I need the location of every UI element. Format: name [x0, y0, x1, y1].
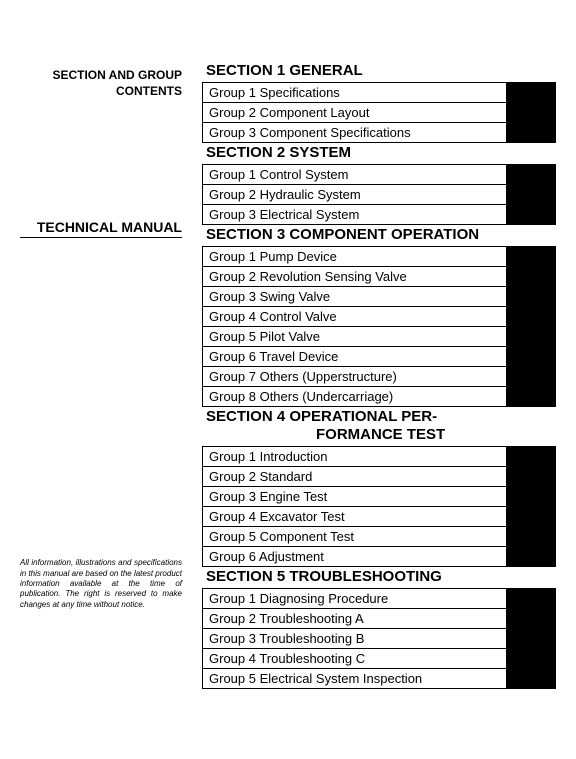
group-label: Group 1 Introduction [203, 447, 507, 466]
section-block: SECTION 1 GENERALGroup 1 SpecificationsG… [202, 60, 556, 143]
group-row: Group 7 Others (Upperstructure) [202, 366, 556, 387]
group-row: Group 3 Troubleshooting B [202, 628, 556, 649]
page-ref-block [507, 367, 555, 386]
group-row: Group 5 Pilot Valve [202, 326, 556, 347]
right-column: SECTION 1 GENERALGroup 1 SpecificationsG… [202, 60, 556, 688]
group-row: Group 5 Component Test [202, 526, 556, 547]
page-ref-block [507, 347, 555, 366]
page-ref-block [507, 287, 555, 306]
section-block: SECTION 3 COMPONENT OPERATIONGroup 1 Pum… [202, 224, 556, 407]
section-block: SECTION 5 TROUBLESHOOTINGGroup 1 Diagnos… [202, 566, 556, 689]
group-label: Group 2 Troubleshooting A [203, 609, 507, 628]
page-ref-block [507, 307, 555, 326]
heading-line1: SECTION AND GROUP [52, 68, 182, 82]
page-ref-block [507, 669, 555, 688]
page-ref-block [507, 487, 555, 506]
group-label: Group 6 Adjustment [203, 547, 507, 566]
group-row: Group 1 Control System [202, 164, 556, 185]
group-label: Group 6 Travel Device [203, 347, 507, 366]
page-ref-block [507, 247, 555, 266]
group-row: Group 3 Engine Test [202, 486, 556, 507]
group-row: Group 2 Component Layout [202, 102, 556, 123]
group-row: Group 2 Standard [202, 466, 556, 487]
page-ref-block [507, 327, 555, 346]
group-label: Group 3 Swing Valve [203, 287, 507, 306]
group-label: Group 3 Electrical System [203, 205, 507, 224]
page-ref-block [507, 103, 555, 122]
page-ref-block [507, 649, 555, 668]
group-label: Group 1 Specifications [203, 83, 507, 102]
group-row: Group 4 Troubleshooting C [202, 648, 556, 669]
disclaimer-text: All information, illustrations and speci… [20, 558, 182, 610]
group-row: Group 2 Hydraulic System [202, 184, 556, 205]
page-ref-block [507, 547, 555, 566]
group-label: Group 4 Control Valve [203, 307, 507, 326]
group-row: Group 1 Introduction [202, 446, 556, 467]
group-label: Group 4 Excavator Test [203, 507, 507, 526]
group-row: Group 3 Component Specifications [202, 122, 556, 143]
section-title: SECTION 2 SYSTEM [202, 142, 556, 164]
page-ref-block [507, 123, 555, 142]
page-ref-block [507, 205, 555, 224]
group-label: Group 5 Pilot Valve [203, 327, 507, 346]
page-ref-block [507, 267, 555, 286]
group-row: Group 6 Travel Device [202, 346, 556, 367]
group-label: Group 7 Others (Upperstructure) [203, 367, 507, 386]
group-row: Group 8 Others (Undercarriage) [202, 386, 556, 407]
section-block: SECTION 2 SYSTEMGroup 1 Control SystemGr… [202, 142, 556, 225]
page-ref-block [507, 589, 555, 608]
group-row: Group 3 Swing Valve [202, 286, 556, 307]
group-row: Group 3 Electrical System [202, 204, 556, 225]
section-group-contents-heading: SECTION AND GROUP CONTENTS [20, 68, 182, 99]
group-row: Group 2 Troubleshooting A [202, 608, 556, 629]
technical-manual-heading: TECHNICAL MANUAL [20, 219, 182, 238]
page-ref-block [507, 185, 555, 204]
left-column: SECTION AND GROUP CONTENTS TECHNICAL MAN… [20, 60, 190, 688]
group-label: Group 3 Component Specifications [203, 123, 507, 142]
group-label: Group 3 Engine Test [203, 487, 507, 506]
group-row: Group 4 Control Valve [202, 306, 556, 327]
page-ref-block [507, 527, 555, 546]
section-title-line1: SECTION 4 OPERATIONAL PER- [206, 408, 437, 425]
group-label: Group 2 Standard [203, 467, 507, 486]
page-ref-block [507, 467, 555, 486]
section-block: SECTION 4 OPERATIONAL PER-FORMANCE TESTG… [202, 406, 556, 567]
page-ref-block [507, 387, 555, 406]
group-label: Group 3 Troubleshooting B [203, 629, 507, 648]
group-row: Group 5 Electrical System Inspection [202, 668, 556, 689]
group-row: Group 1 Pump Device [202, 246, 556, 267]
group-row: Group 1 Diagnosing Procedure [202, 588, 556, 609]
section-title: SECTION 4 OPERATIONAL PER-FORMANCE TEST [202, 406, 556, 446]
page-ref-block [507, 629, 555, 648]
group-row: Group 1 Specifications [202, 82, 556, 103]
group-label: Group 1 Control System [203, 165, 507, 184]
group-label: Group 2 Component Layout [203, 103, 507, 122]
group-row: Group 4 Excavator Test [202, 506, 556, 527]
page-ref-block [507, 609, 555, 628]
heading-line2: CONTENTS [116, 84, 182, 98]
group-label: Group 5 Component Test [203, 527, 507, 546]
page-ref-block [507, 83, 555, 102]
group-label: Group 1 Diagnosing Procedure [203, 589, 507, 608]
section-title: SECTION 3 COMPONENT OPERATION [202, 224, 556, 246]
group-label: Group 5 Electrical System Inspection [203, 669, 507, 688]
section-title: SECTION 1 GENERAL [202, 60, 556, 82]
page-container: SECTION AND GROUP CONTENTS TECHNICAL MAN… [20, 60, 556, 688]
group-label: Group 2 Hydraulic System [203, 185, 507, 204]
group-row: Group 2 Revolution Sensing Valve [202, 266, 556, 287]
group-label: Group 2 Revolution Sensing Valve [203, 267, 507, 286]
group-label: Group 1 Pump Device [203, 247, 507, 266]
page-ref-block [507, 165, 555, 184]
page-ref-block [507, 447, 555, 466]
section-title: SECTION 5 TROUBLESHOOTING [202, 566, 556, 588]
group-row: Group 6 Adjustment [202, 546, 556, 567]
page-ref-block [507, 507, 555, 526]
group-label: Group 4 Troubleshooting C [203, 649, 507, 668]
group-label: Group 8 Others (Undercarriage) [203, 387, 507, 406]
section-title-line2: FORMANCE TEST [206, 426, 552, 444]
